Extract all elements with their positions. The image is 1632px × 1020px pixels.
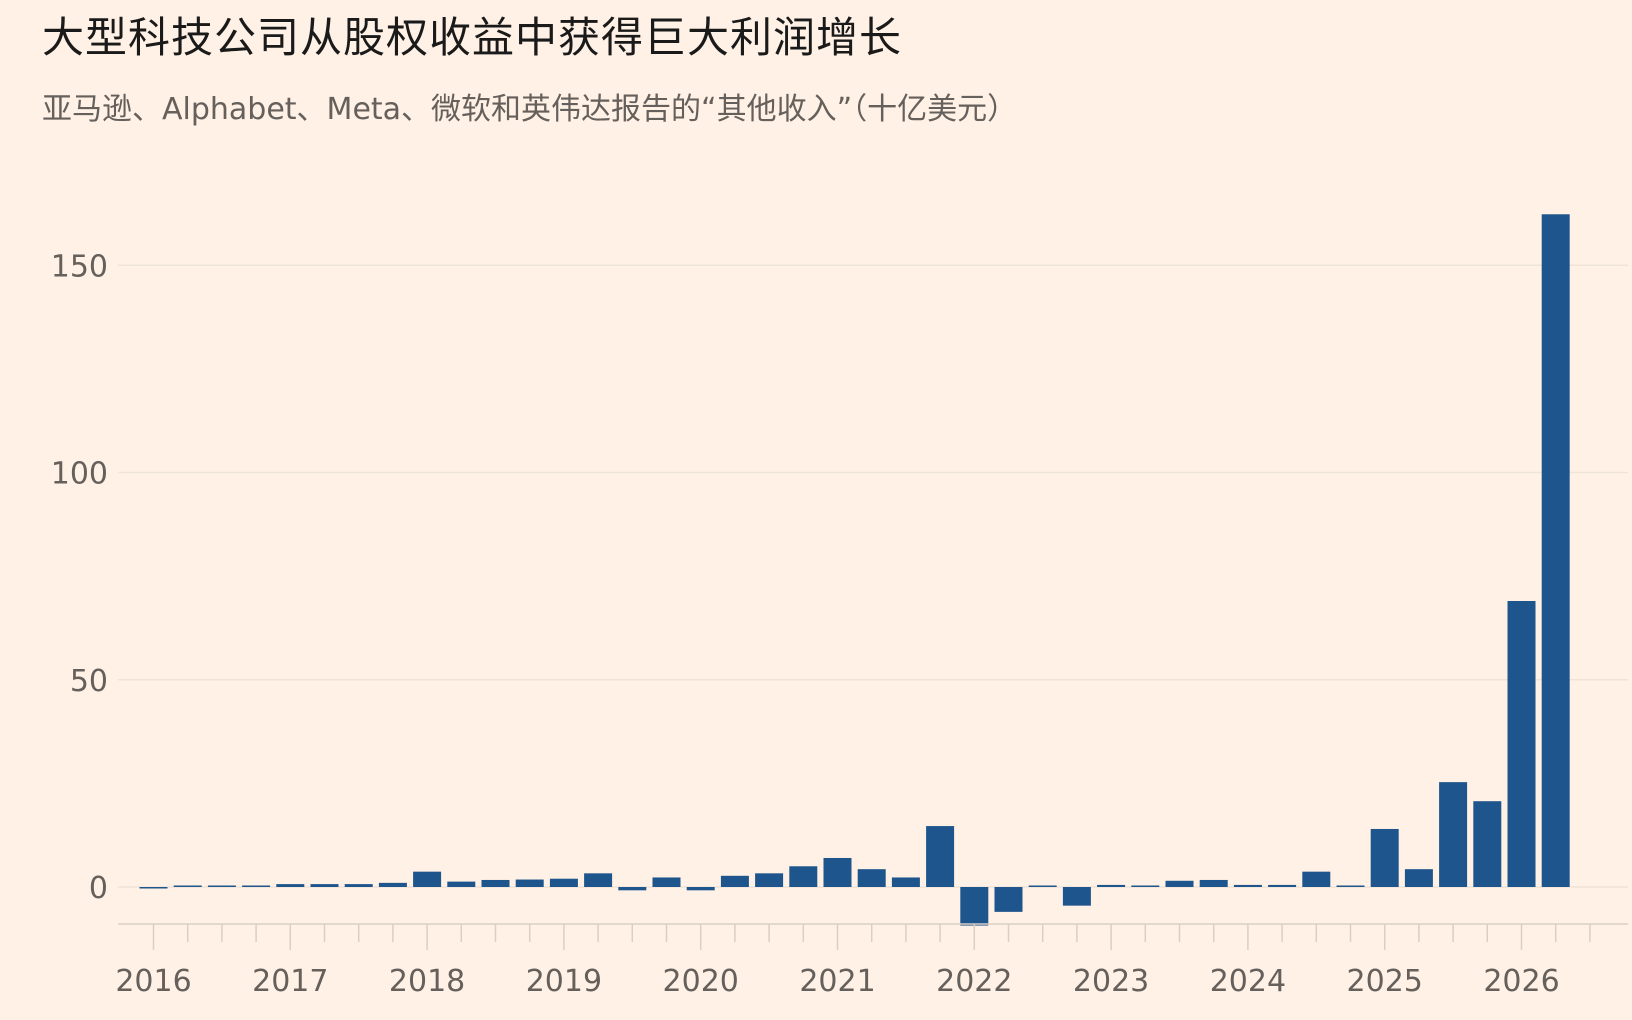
bar-2017Q2 <box>310 884 339 887</box>
bar-2022Q3 <box>1028 885 1057 887</box>
bar-2025Q2 <box>1404 869 1433 887</box>
y-tick-label: 150 <box>51 249 108 284</box>
y-tick-label: 0 <box>89 871 108 906</box>
bar-2023Q4 <box>1199 879 1228 887</box>
x-tick-label: 2022 <box>936 964 1012 999</box>
bar-2019Q2 <box>584 873 613 887</box>
bar-2016Q1 <box>139 887 168 889</box>
bar-2018Q1 <box>413 871 442 887</box>
x-tick-label: 2023 <box>1073 964 1149 999</box>
bar-2017Q1 <box>276 884 305 887</box>
bar-2016Q2 <box>173 885 202 887</box>
bar-2021Q4 <box>926 826 955 887</box>
bar-2024Q2 <box>1268 884 1297 887</box>
bar-2021Q2 <box>857 869 886 887</box>
y-tick-label: 50 <box>70 664 108 699</box>
bar-2024Q3 <box>1302 871 1331 887</box>
bar-2020Q4 <box>789 866 818 887</box>
x-tick-label: 2017 <box>252 964 328 999</box>
bars <box>139 214 1570 926</box>
x-tick-label: 2019 <box>526 964 602 999</box>
bar-2020Q1 <box>686 887 715 891</box>
bar-2022Q4 <box>1062 887 1091 906</box>
x-tick-label: 2020 <box>663 964 739 999</box>
grid-lines <box>118 264 1628 888</box>
bar-2021Q3 <box>891 877 920 887</box>
bar-2025Q3 <box>1439 782 1468 887</box>
bar-2023Q3 <box>1165 880 1194 887</box>
x-tick-label: 2024 <box>1210 964 1286 999</box>
bar-2016Q3 <box>207 885 236 887</box>
bar-2024Q4 <box>1336 885 1365 887</box>
x-tick-label: 2016 <box>115 964 191 999</box>
bar-2019Q3 <box>618 887 647 891</box>
bar-2021Q1 <box>823 857 852 887</box>
bar-2018Q4 <box>515 879 544 887</box>
bar-2023Q1 <box>1097 884 1126 887</box>
bar-2018Q3 <box>481 879 510 887</box>
bar-2022Q1 <box>960 887 989 926</box>
bar-2022Q2 <box>994 887 1023 912</box>
x-tick-label: 2026 <box>1483 964 1559 999</box>
x-tick-label: 2025 <box>1347 964 1423 999</box>
x-axis: 2016 2017 2018 2019 2020 2021 2022 2023 2024 2025… <box>115 923 1628 999</box>
bar-2023Q2 <box>1131 885 1160 887</box>
bar-2020Q3 <box>755 873 784 887</box>
bar-2018Q2 <box>447 881 476 887</box>
bar-2016Q4 <box>242 885 271 887</box>
bar-2025Q4 <box>1473 801 1502 887</box>
bar-2026Q1 <box>1507 600 1536 887</box>
bar-2024Q1 <box>1233 884 1262 887</box>
bar-2020Q2 <box>720 875 749 887</box>
bar-2019Q4 <box>652 877 681 887</box>
chart-subtitle: 亚马逊、Alphabet、Meta、微软和英伟达报告的“其他收入”（十亿美元） <box>42 92 1018 127</box>
x-tick-label: 2021 <box>799 964 875 999</box>
bar-2025Q1 <box>1370 828 1399 887</box>
bar-2026Q2 <box>1541 214 1570 888</box>
x-tick-label: 2018 <box>389 964 465 999</box>
y-axis-ticks: 0 50 100 150 <box>51 249 108 906</box>
bar-2019Q1 <box>549 878 578 887</box>
chart-title: 大型科技公司从股权收益中获得巨大利润增长 <box>42 13 903 62</box>
bar-2017Q3 <box>344 884 373 887</box>
y-tick-label: 100 <box>51 457 108 492</box>
bar-2017Q4 <box>378 882 407 887</box>
